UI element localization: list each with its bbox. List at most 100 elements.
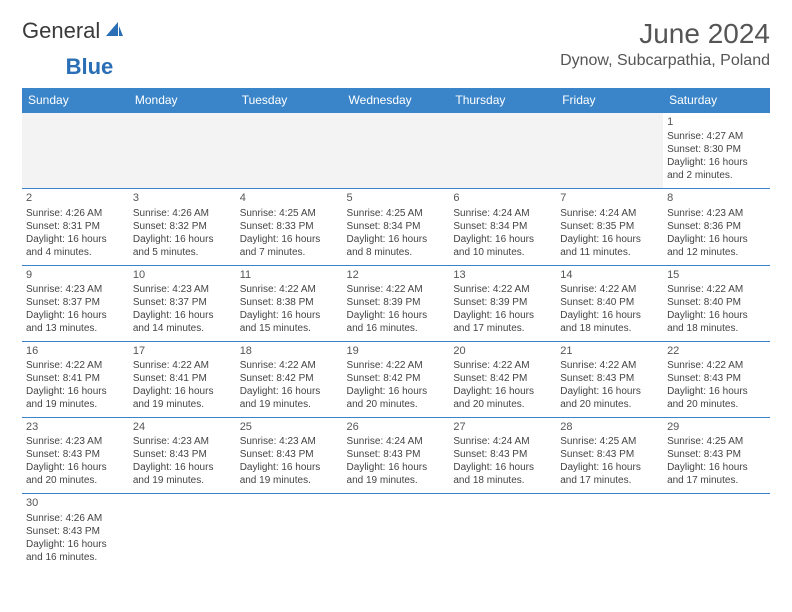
day-number: 9: [26, 268, 125, 282]
calendar-day-cell: 6Sunrise: 4:24 AMSunset: 8:34 PMDaylight…: [449, 189, 556, 265]
calendar-day-cell: 16Sunrise: 4:22 AMSunset: 8:41 PMDayligh…: [22, 341, 129, 417]
daylight-line: Daylight: 16 hoursand 20 minutes.: [347, 385, 446, 411]
day-number: 16: [26, 344, 125, 358]
day-number: 12: [347, 268, 446, 282]
calendar-day-cell: 5Sunrise: 4:25 AMSunset: 8:34 PMDaylight…: [343, 189, 450, 265]
day-number: 11: [240, 268, 339, 282]
day-number: 24: [133, 420, 232, 434]
sunset-line: Sunset: 8:39 PM: [453, 296, 552, 309]
sunset-line: Sunset: 8:37 PM: [26, 296, 125, 309]
daylight-line: Daylight: 16 hoursand 19 minutes.: [240, 385, 339, 411]
daylight-line: Daylight: 16 hoursand 19 minutes.: [133, 461, 232, 487]
sunrise-line: Sunrise: 4:22 AM: [26, 359, 125, 372]
calendar-day-cell: 7Sunrise: 4:24 AMSunset: 8:35 PMDaylight…: [556, 189, 663, 265]
day-number: 14: [560, 268, 659, 282]
day-number: 2: [26, 191, 125, 205]
sunrise-line: Sunrise: 4:25 AM: [560, 435, 659, 448]
sunset-line: Sunset: 8:32 PM: [133, 220, 232, 233]
day-number: 6: [453, 191, 552, 205]
calendar-week-row: 9Sunrise: 4:23 AMSunset: 8:37 PMDaylight…: [22, 265, 770, 341]
sunset-line: Sunset: 8:37 PM: [133, 296, 232, 309]
daylight-line: Daylight: 16 hoursand 20 minutes.: [26, 461, 125, 487]
sunset-line: Sunset: 8:43 PM: [26, 448, 125, 461]
sunrise-line: Sunrise: 4:22 AM: [347, 359, 446, 372]
daylight-line: Daylight: 16 hoursand 19 minutes.: [347, 461, 446, 487]
sunset-line: Sunset: 8:41 PM: [133, 372, 232, 385]
sunrise-line: Sunrise: 4:23 AM: [26, 283, 125, 296]
sunset-line: Sunset: 8:41 PM: [26, 372, 125, 385]
sunrise-line: Sunrise: 4:23 AM: [133, 435, 232, 448]
calendar-empty-cell: [449, 113, 556, 189]
calendar-day-cell: 14Sunrise: 4:22 AMSunset: 8:40 PMDayligh…: [556, 265, 663, 341]
calendar-day-cell: 3Sunrise: 4:26 AMSunset: 8:32 PMDaylight…: [129, 189, 236, 265]
day-number: 23: [26, 420, 125, 434]
daylight-line: Daylight: 16 hoursand 18 minutes.: [453, 461, 552, 487]
title-block: June 2024 Dynow, Subcarpathia, Poland: [560, 18, 770, 70]
calendar-day-cell: 1Sunrise: 4:27 AMSunset: 8:30 PMDaylight…: [663, 113, 770, 189]
sunrise-line: Sunrise: 4:22 AM: [453, 359, 552, 372]
brand-part2: Blue: [66, 54, 114, 80]
month-title: June 2024: [560, 18, 770, 50]
calendar-day-cell: 25Sunrise: 4:23 AMSunset: 8:43 PMDayligh…: [236, 418, 343, 494]
day-number: 7: [560, 191, 659, 205]
calendar-empty-cell: [343, 113, 450, 189]
weekday-header: Thursday: [449, 88, 556, 113]
sunrise-line: Sunrise: 4:22 AM: [347, 283, 446, 296]
sunrise-line: Sunrise: 4:24 AM: [453, 207, 552, 220]
brand-part1: General: [22, 18, 100, 44]
sunrise-line: Sunrise: 4:24 AM: [560, 207, 659, 220]
sunset-line: Sunset: 8:43 PM: [26, 525, 125, 538]
sunset-line: Sunset: 8:43 PM: [560, 372, 659, 385]
daylight-line: Daylight: 16 hoursand 19 minutes.: [133, 385, 232, 411]
daylight-line: Daylight: 16 hoursand 5 minutes.: [133, 233, 232, 259]
calendar-day-cell: 4Sunrise: 4:25 AMSunset: 8:33 PMDaylight…: [236, 189, 343, 265]
calendar-header-row: SundayMondayTuesdayWednesdayThursdayFrid…: [22, 88, 770, 113]
calendar-week-row: 23Sunrise: 4:23 AMSunset: 8:43 PMDayligh…: [22, 418, 770, 494]
sunrise-line: Sunrise: 4:23 AM: [133, 283, 232, 296]
calendar-day-cell: 18Sunrise: 4:22 AMSunset: 8:42 PMDayligh…: [236, 341, 343, 417]
daylight-line: Daylight: 16 hoursand 13 minutes.: [26, 309, 125, 335]
sunrise-line: Sunrise: 4:22 AM: [240, 359, 339, 372]
calendar-empty-cell: [236, 494, 343, 570]
calendar-body: 1Sunrise: 4:27 AMSunset: 8:30 PMDaylight…: [22, 113, 770, 570]
calendar-week-row: 16Sunrise: 4:22 AMSunset: 8:41 PMDayligh…: [22, 341, 770, 417]
daylight-line: Daylight: 16 hoursand 18 minutes.: [667, 309, 766, 335]
weekday-header: Wednesday: [343, 88, 450, 113]
calendar-day-cell: 12Sunrise: 4:22 AMSunset: 8:39 PMDayligh…: [343, 265, 450, 341]
sunrise-line: Sunrise: 4:22 AM: [667, 359, 766, 372]
sunset-line: Sunset: 8:31 PM: [26, 220, 125, 233]
sail-icon: [104, 18, 124, 44]
sunrise-line: Sunrise: 4:25 AM: [667, 435, 766, 448]
calendar-day-cell: 24Sunrise: 4:23 AMSunset: 8:43 PMDayligh…: [129, 418, 236, 494]
sunset-line: Sunset: 8:40 PM: [667, 296, 766, 309]
sunrise-line: Sunrise: 4:24 AM: [453, 435, 552, 448]
calendar-day-cell: 13Sunrise: 4:22 AMSunset: 8:39 PMDayligh…: [449, 265, 556, 341]
calendar-week-row: 2Sunrise: 4:26 AMSunset: 8:31 PMDaylight…: [22, 189, 770, 265]
calendar-empty-cell: [556, 494, 663, 570]
daylight-line: Daylight: 16 hoursand 4 minutes.: [26, 233, 125, 259]
calendar-table: SundayMondayTuesdayWednesdayThursdayFrid…: [22, 88, 770, 570]
sunrise-line: Sunrise: 4:22 AM: [240, 283, 339, 296]
sunset-line: Sunset: 8:43 PM: [560, 448, 659, 461]
day-number: 25: [240, 420, 339, 434]
sunset-line: Sunset: 8:35 PM: [560, 220, 659, 233]
calendar-empty-cell: [343, 494, 450, 570]
daylight-line: Daylight: 16 hoursand 17 minutes.: [560, 461, 659, 487]
day-number: 18: [240, 344, 339, 358]
calendar-empty-cell: [449, 494, 556, 570]
sunrise-line: Sunrise: 4:26 AM: [133, 207, 232, 220]
day-number: 10: [133, 268, 232, 282]
calendar-empty-cell: [663, 494, 770, 570]
daylight-line: Daylight: 16 hoursand 16 minutes.: [26, 538, 125, 564]
calendar-day-cell: 19Sunrise: 4:22 AMSunset: 8:42 PMDayligh…: [343, 341, 450, 417]
sunrise-line: Sunrise: 4:23 AM: [667, 207, 766, 220]
calendar-empty-cell: [556, 113, 663, 189]
daylight-line: Daylight: 16 hoursand 16 minutes.: [347, 309, 446, 335]
sunset-line: Sunset: 8:43 PM: [453, 448, 552, 461]
sunset-line: Sunset: 8:30 PM: [667, 143, 766, 156]
weekday-header: Sunday: [22, 88, 129, 113]
calendar-day-cell: 30Sunrise: 4:26 AMSunset: 8:43 PMDayligh…: [22, 494, 129, 570]
sunrise-line: Sunrise: 4:23 AM: [240, 435, 339, 448]
sunset-line: Sunset: 8:42 PM: [347, 372, 446, 385]
sunrise-line: Sunrise: 4:25 AM: [347, 207, 446, 220]
